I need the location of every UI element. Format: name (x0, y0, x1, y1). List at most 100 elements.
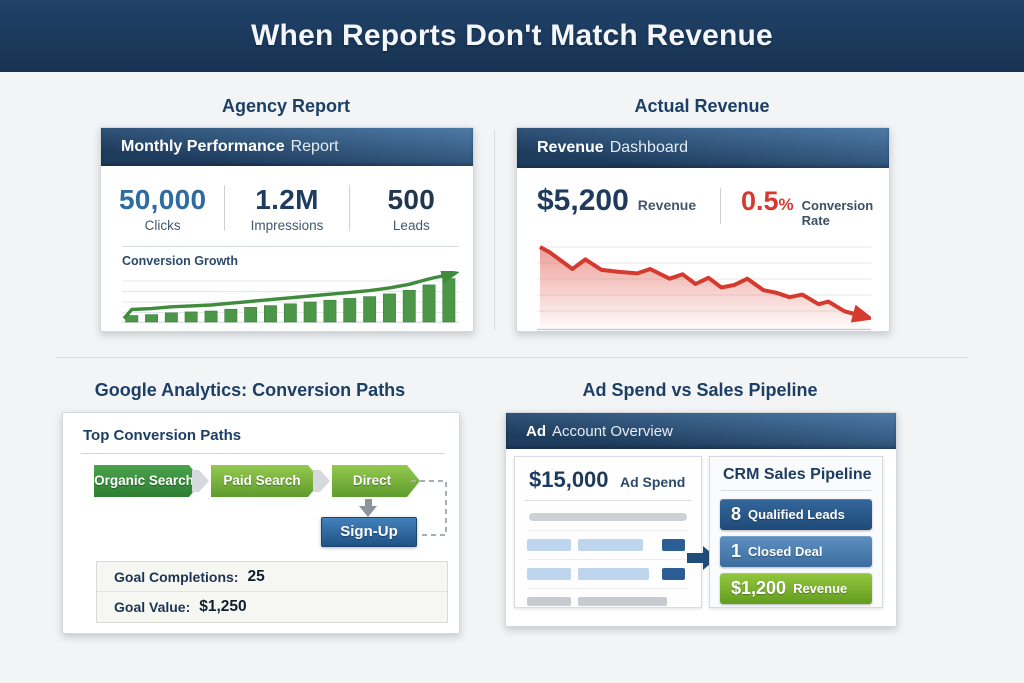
panel-divider (525, 500, 691, 501)
agency-section-heading: Agency Report (221, 96, 351, 116)
pipeline-revenue: $1,200 Revenue (720, 573, 872, 604)
crm-pipeline-panel: CRM Sales Pipeline 8 Qualified Leads 1 C… (709, 456, 883, 608)
agency-card-header: Monthly Performance Report (101, 128, 473, 166)
conversion-rate-label: Conversion Rate (801, 198, 874, 228)
agency-report-card: Monthly Performance Report 50,000 Clicks… (100, 127, 474, 332)
panel-divider (721, 490, 871, 491)
clicks-value: 50,000 (118, 183, 207, 215)
revenue-card-title-rest: Dashboard (609, 139, 688, 156)
adspend-section-heading: Ad Spend vs Sales Pipeline (582, 380, 818, 400)
conversion-rate-value: 0.5 (740, 186, 779, 216)
skeleton-bar (662, 568, 685, 580)
chevron-right-icon (192, 470, 209, 492)
ad-spend-value: $15,000 (529, 467, 609, 492)
pipeline-closed-deal: 1 Closed Deal (720, 536, 872, 567)
conversion-growth-bar-chart (122, 271, 459, 323)
agency-card-title-rest: Report (290, 138, 339, 155)
ad-spend-panel: $15,000 Ad Spend (514, 456, 702, 608)
pipeline-bars: 8 Qualified Leads 1 Closed Deal $1,200 R… (710, 499, 882, 604)
paths-card-title: Top Conversion Paths (83, 427, 242, 444)
adspend-card-title-rest: Account Overview (552, 422, 673, 440)
dashed-connector-line (411, 480, 447, 536)
step-paid-search: Paid Search (211, 465, 321, 497)
pipeline-revenue-label: Revenue (793, 581, 848, 596)
revenue-value: $5,200 (537, 184, 629, 217)
skeleton-bar (527, 597, 571, 606)
agency-card-title-bold: Monthly Performance (121, 138, 285, 155)
skeleton-row (527, 597, 689, 606)
impressions-label: Impressions (250, 217, 324, 233)
impressions-stat: 1.2M Impressions (225, 184, 348, 233)
ad-spend-label: Ad Spend (619, 474, 686, 490)
skeleton-bar (527, 539, 571, 551)
arrow-head (359, 506, 377, 517)
ad-account-card: Ad Account Overview $15,000 Ad Spend (505, 412, 897, 627)
stat-divider (224, 185, 226, 231)
conversion-flow: Organic Search Paid Search Direct Sign-U… (63, 454, 459, 556)
signup-step: Sign-Up (321, 517, 417, 547)
crm-panel-title: CRM Sales Pipeline (723, 466, 872, 483)
chevron-right-icon (313, 470, 330, 492)
ad-table-skeleton (515, 501, 701, 606)
stat-divider (348, 185, 350, 231)
revenue-dashboard-card: Revenue Dashboard $5,200 Revenue 0.5 % C… (516, 127, 890, 332)
agency-stats-row: 50,000 Clicks 1.2M Impressions 500 Leads (101, 170, 473, 246)
pipeline-revenue-value: $1,200 (731, 578, 787, 598)
goal-value-label: Goal Value: (114, 598, 191, 615)
leads-value: 500 (387, 183, 436, 215)
clicks-label: Clicks (144, 217, 181, 233)
pipeline-qualified-leads: 8 Qualified Leads (720, 499, 872, 530)
qualified-leads-value: 8 (731, 504, 742, 524)
impressions-value: 1.2M (255, 183, 319, 215)
paths-section-heading: Google Analytics: Conversion Paths (94, 380, 406, 400)
skeleton-bar (577, 539, 643, 551)
adspend-card-title-bold: Ad (526, 422, 546, 440)
leads-label: Leads (392, 217, 430, 233)
arrow-down-icon (358, 499, 378, 517)
skeleton-row (527, 539, 689, 551)
skeleton-divider (527, 559, 689, 560)
column-divider (494, 130, 495, 330)
revenue-card-title-bold: Revenue (537, 139, 604, 156)
ad-spend-stat: $15,000 Ad Spend (515, 457, 701, 500)
goal-completions-value: 25 (247, 567, 265, 585)
revenue-decline-line-chart (537, 245, 871, 331)
leads-stat: 500 Leads (350, 184, 473, 233)
ad-body: $15,000 Ad Spend (506, 449, 896, 625)
goal-value-value: $1,250 (199, 597, 247, 615)
goal-completions-row: Goal Completions: 25 (97, 562, 447, 591)
title-banner: When Reports Don't Match Revenue (0, 0, 1024, 72)
clicks-stat: 50,000 Clicks (101, 184, 224, 233)
skeleton-bar (577, 568, 649, 580)
skeleton-bar (577, 597, 667, 606)
arrow-shaft (364, 499, 372, 506)
goal-completions-label: Goal Completions: (114, 568, 239, 585)
revenue-card-header: Revenue Dashboard (517, 128, 889, 168)
goal-value-row: Goal Value: $1,250 (97, 591, 447, 621)
closed-deal-value: 1 (731, 541, 742, 561)
qualified-leads-label: Qualified Leads (748, 507, 845, 522)
skeleton-bar (662, 539, 685, 551)
card-divider (81, 453, 445, 454)
skeleton-bar (527, 568, 571, 580)
closed-deal-label: Closed Deal (748, 544, 823, 559)
adspend-card-header: Ad Account Overview (506, 413, 896, 449)
skeleton-row (527, 568, 689, 580)
section-divider (55, 357, 967, 358)
goal-summary-box: Goal Completions: 25 Goal Value: $1,250 (96, 561, 448, 623)
card-divider (122, 246, 459, 247)
conversion-growth-label: Conversion Growth (122, 254, 238, 268)
revenue-section-heading: Actual Revenue (634, 96, 770, 116)
page-title: When Reports Don't Match Revenue (251, 19, 773, 52)
step-organic-search: Organic Search (94, 465, 202, 497)
skeleton-divider (527, 530, 689, 531)
revenue-value-label: Revenue (637, 197, 697, 213)
stat-divider (720, 188, 721, 224)
conversion-rate-suffix: % (778, 195, 794, 214)
revenue-stats-row: $5,200 Revenue 0.5 % Conversion Rate (517, 168, 889, 234)
conversion-paths-card: Top Conversion Paths Organic Search Paid… (62, 412, 460, 634)
skeleton-divider (527, 588, 689, 589)
step-direct: Direct (332, 465, 420, 497)
skeleton-bar (529, 513, 687, 521)
